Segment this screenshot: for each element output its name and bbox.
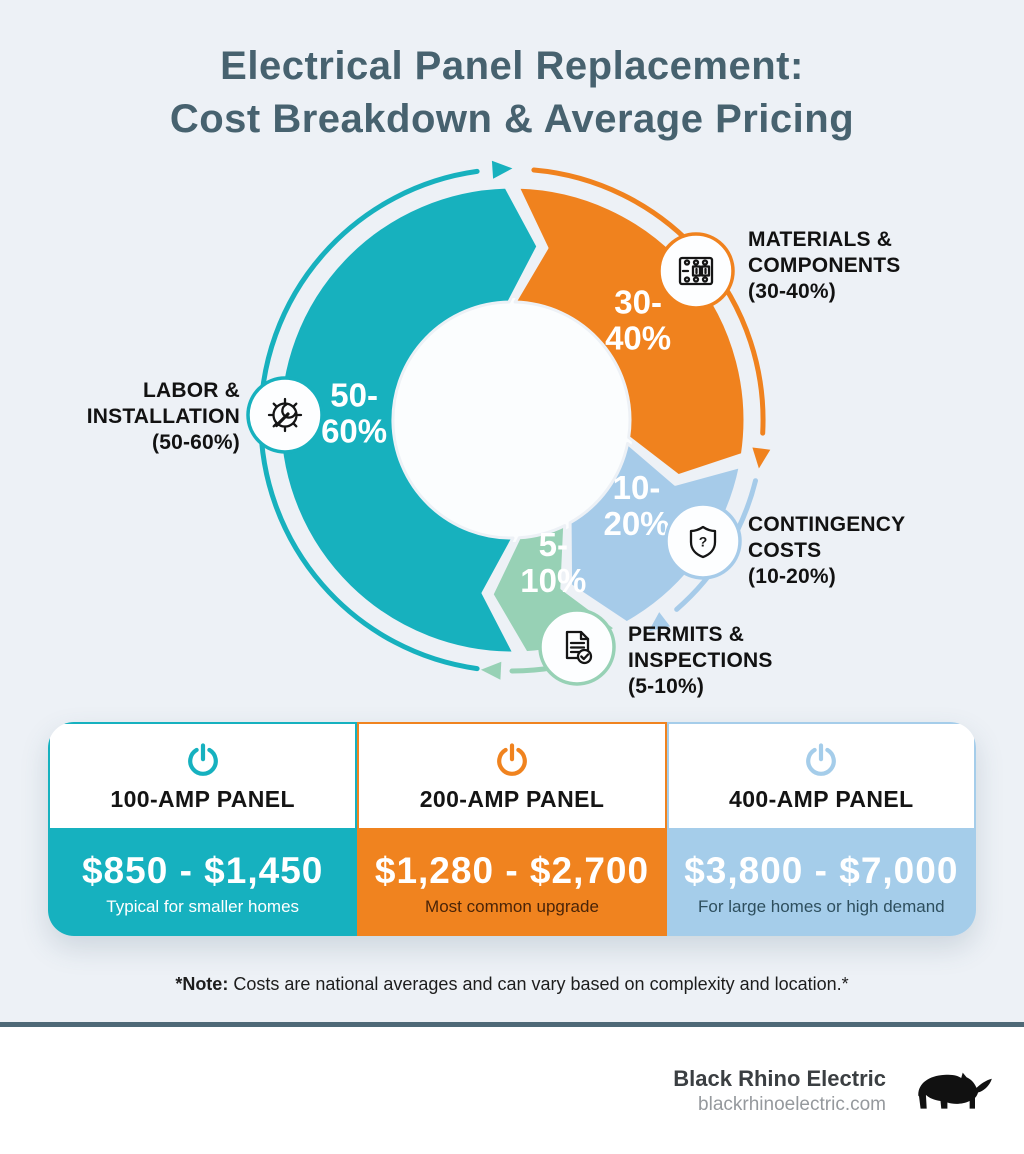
- svg-text:?: ?: [699, 534, 708, 550]
- flow-arrowhead-labor: [491, 160, 513, 179]
- contingency-badge: ?: [664, 502, 742, 580]
- segment-value-labor: 50-60%: [321, 377, 387, 450]
- page-title-line2: Cost Breakdown & Average Pricing: [169, 97, 855, 141]
- donut-segment-permits: [490, 524, 618, 655]
- flow-arc-labor: [258, 168, 480, 672]
- pricing-card-400-amp: 400-AMP PANEL $3,800 - $7,000 For large …: [666, 722, 976, 936]
- footer: Black Rhino Electric blackrhinoelectric.…: [0, 1027, 1024, 1154]
- flow-arc-contingency: [674, 478, 758, 612]
- note-text: Costs are national averages and can vary…: [228, 974, 849, 994]
- disclaimer-note: *Note: Costs are national averages and c…: [0, 974, 1024, 995]
- card-description: Most common upgrade: [425, 896, 599, 916]
- card-price: $3,800 - $7,000: [684, 849, 959, 891]
- shield-question-icon: ?: [689, 525, 717, 559]
- rhino-logo: [918, 1072, 992, 1109]
- page-title-line1: Electrical Panel Replacement:: [220, 44, 804, 88]
- card-price-band: $3,800 - $7,000 For large homes or high …: [666, 830, 976, 936]
- donut-segment-materials: [513, 185, 747, 478]
- card-title: 200-AMP PANEL: [419, 785, 605, 812]
- card-price: $850 - $1,450: [81, 849, 324, 891]
- pricing-cards: 100-AMP PANEL $850 - $1,450 Typical for …: [48, 722, 976, 936]
- card-price: $1,280 - $2,700: [374, 849, 650, 891]
- segment-label-materials: MATERIALS & COMPONENTS (30-40%): [748, 228, 901, 303]
- footer-divider: [0, 1022, 1024, 1027]
- flow-arc-materials: [531, 167, 766, 436]
- brand-website: blackrhinoelectric.com: [698, 1093, 886, 1115]
- donut-hole: [390, 298, 634, 542]
- circuit-breaker-icon: [678, 256, 714, 286]
- card-price-band: $1,280 - $2,700 Most common upgrade: [357, 830, 667, 936]
- brand-name: Black Rhino Electric: [673, 1065, 886, 1091]
- segment-value-contingency: 10-20%: [603, 469, 669, 542]
- segment-label-permits: PERMITS & INSPECTIONS (5-10%): [628, 623, 773, 698]
- note-label: *Note:: [175, 974, 229, 994]
- pricing-card-200-amp: 200-AMP PANEL $1,280 - $2,700 Most commo…: [357, 722, 667, 936]
- segment-value-permits: 5-10%: [520, 526, 586, 599]
- document-check-icon: [565, 630, 593, 665]
- card-title: 100-AMP PANEL: [110, 785, 295, 812]
- donut-segment-labor: [278, 185, 540, 655]
- segment-label-labor: LABOR & INSTALLATION (50-60%): [86, 379, 240, 454]
- card-title: 400-AMP PANEL: [729, 785, 914, 812]
- flow-arrowhead-materials: [752, 447, 771, 469]
- gear-wrench-icon: [267, 397, 303, 433]
- power-icon: [187, 742, 218, 776]
- power-icon: [497, 742, 527, 776]
- card-header: 200-AMP PANEL: [357, 722, 667, 830]
- pricing-card-100-amp: 100-AMP PANEL $850 - $1,450 Typical for …: [48, 722, 358, 936]
- card-header: 400-AMP PANEL: [666, 722, 976, 830]
- segment-value-materials: 30-40%: [605, 284, 671, 357]
- card-header: 100-AMP PANEL: [48, 722, 358, 830]
- donut-segment-contingency: [568, 442, 742, 625]
- permits-badge: [538, 608, 616, 686]
- materials-badge: [657, 232, 735, 310]
- card-price-band: $850 - $1,450 Typical for smaller homes: [48, 830, 358, 936]
- card-description: For large homes or high demand: [698, 896, 945, 916]
- segment-label-contingency: CONTINGENCY COSTS (10-20%): [748, 513, 906, 588]
- brand-block: Black Rhino Electric blackrhinoelectric.…: [673, 1066, 886, 1116]
- flow-arc-permits: [509, 653, 601, 674]
- labor-badge: [246, 376, 324, 454]
- page-title: Electrical Panel Replacement: Cost Break…: [0, 40, 1024, 146]
- card-description: Typical for smaller homes: [106, 896, 300, 916]
- flow-arrowhead-permits: [480, 661, 502, 680]
- power-icon: [806, 742, 837, 776]
